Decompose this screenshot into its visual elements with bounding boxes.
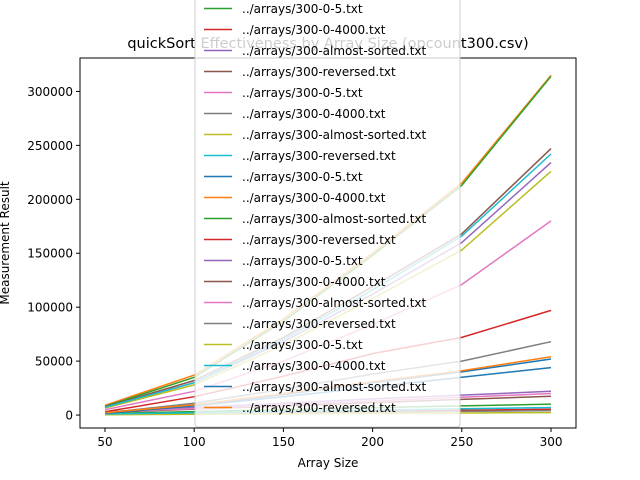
legend-label: ../arrays/300-almost-sorted.txt — [242, 44, 427, 58]
legend-label: ../arrays/300-almost-sorted.txt — [242, 212, 427, 226]
legend-label: ../arrays/300-0-5.txt — [242, 338, 363, 352]
y-axis-label: Measurement Result — [0, 181, 12, 305]
y-tick-label: 300000 — [27, 85, 73, 99]
legend-label: ../arrays/300-almost-sorted.txt — [242, 296, 427, 310]
x-tick-label: 100 — [183, 435, 206, 449]
y-tick-label: 250000 — [27, 139, 73, 153]
y-tick-label: 50000 — [35, 355, 73, 369]
legend-label: ../arrays/300-almost-sorted.txt — [242, 380, 427, 394]
legend-label: ../arrays/300-reversed.txt — [242, 401, 396, 415]
y-tick-label: 0 — [65, 409, 73, 423]
legend-label: ../arrays/300-reversed.txt — [242, 65, 396, 79]
legend-label: ../arrays/300-reversed.txt — [242, 233, 396, 247]
x-tick-label: 300 — [540, 435, 563, 449]
legend-label: ../arrays/300-0-4000.txt — [242, 23, 386, 37]
legend: ../arrays/300-0-5.txt ../arrays/300-0-400… — [194, 0, 461, 428]
x-tick-label: 150 — [272, 435, 295, 449]
legend-label: ../arrays/300-almost-sorted.txt — [242, 128, 427, 142]
x-tick-label: 50 — [97, 435, 112, 449]
legend-label: ../arrays/300-0-4000.txt — [242, 191, 386, 205]
y-tick-label: 150000 — [27, 247, 73, 261]
legend-label: ../arrays/300-reversed.txt — [242, 317, 396, 331]
y-axis: 0 50000 100000 150000 200000 250000 300000 — [27, 85, 80, 423]
legend-label: ../arrays/300-0-5.txt — [242, 86, 363, 100]
legend-label: ../arrays/300-0-4000.txt — [242, 275, 386, 289]
legend-label: ../arrays/300-0-5.txt — [242, 170, 363, 184]
x-tick-label: 250 — [450, 435, 473, 449]
x-axis: 50 100 150 200 250 300 — [97, 428, 562, 449]
y-tick-label: 200000 — [27, 193, 73, 207]
legend-label: ../arrays/300-0-4000.txt — [242, 359, 386, 373]
y-tick-label: 100000 — [27, 301, 73, 315]
x-tick-label: 200 — [361, 435, 384, 449]
legend-box — [194, 0, 461, 428]
legend-label: ../arrays/300-0-5.txt — [242, 2, 363, 16]
x-axis-label: Array Size — [298, 456, 359, 470]
legend-label: ../arrays/300-0-4000.txt — [242, 107, 386, 121]
legend-label: ../arrays/300-reversed.txt — [242, 149, 396, 163]
legend-label: ../arrays/300-0-5.txt — [242, 254, 363, 268]
